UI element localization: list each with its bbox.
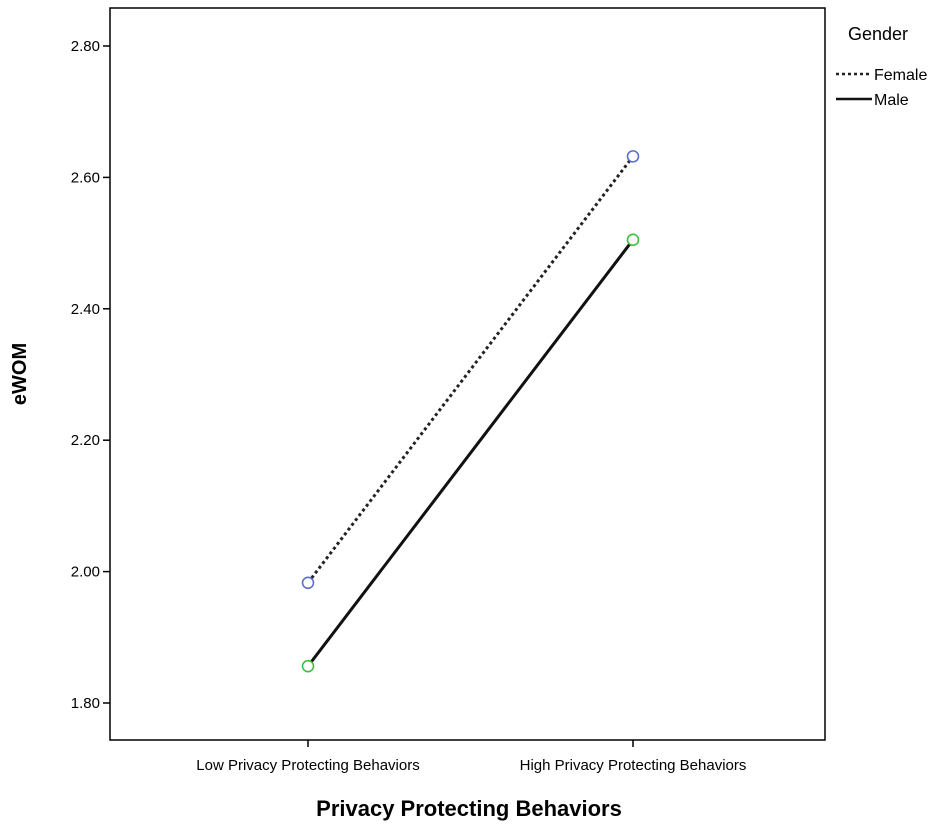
legend-item-female: Female bbox=[836, 67, 927, 84]
x-tick-label: Low Privacy Protecting Behaviors bbox=[196, 757, 419, 774]
legend-label-female: Female bbox=[874, 67, 927, 84]
y-tick-label: 2.60 bbox=[71, 169, 100, 186]
y-tick-label: 1.80 bbox=[71, 695, 100, 712]
legend-label-male: Male bbox=[874, 92, 909, 109]
legend-title: Gender bbox=[848, 24, 908, 44]
y-tick-label: 2.80 bbox=[71, 38, 100, 55]
plot-frame bbox=[109, 7, 826, 741]
series-lines bbox=[306, 155, 635, 668]
data-point-male bbox=[301, 659, 315, 673]
x-axis: Low Privacy Protecting Behaviors High Pri… bbox=[196, 740, 746, 774]
data-point-female bbox=[626, 150, 640, 163]
y-axis: 1.80 2.00 2.20 2.40 2.60 2.80 bbox=[71, 38, 110, 712]
y-tick-label: 2.20 bbox=[71, 432, 100, 449]
series-points bbox=[301, 150, 640, 673]
series-line-male bbox=[306, 238, 635, 668]
y-axis-title: eWOM bbox=[9, 343, 31, 405]
data-point-male bbox=[626, 233, 640, 247]
legend-item-male: Male bbox=[836, 92, 909, 109]
y-tick-label: 2.00 bbox=[71, 564, 100, 581]
data-point-female bbox=[301, 576, 315, 590]
x-axis-title: Privacy Protecting Behaviors bbox=[316, 796, 622, 821]
x-tick-label: High Privacy Protecting Behaviors bbox=[520, 757, 747, 774]
series-line-female bbox=[306, 155, 635, 584]
y-tick-label: 2.40 bbox=[71, 301, 100, 318]
